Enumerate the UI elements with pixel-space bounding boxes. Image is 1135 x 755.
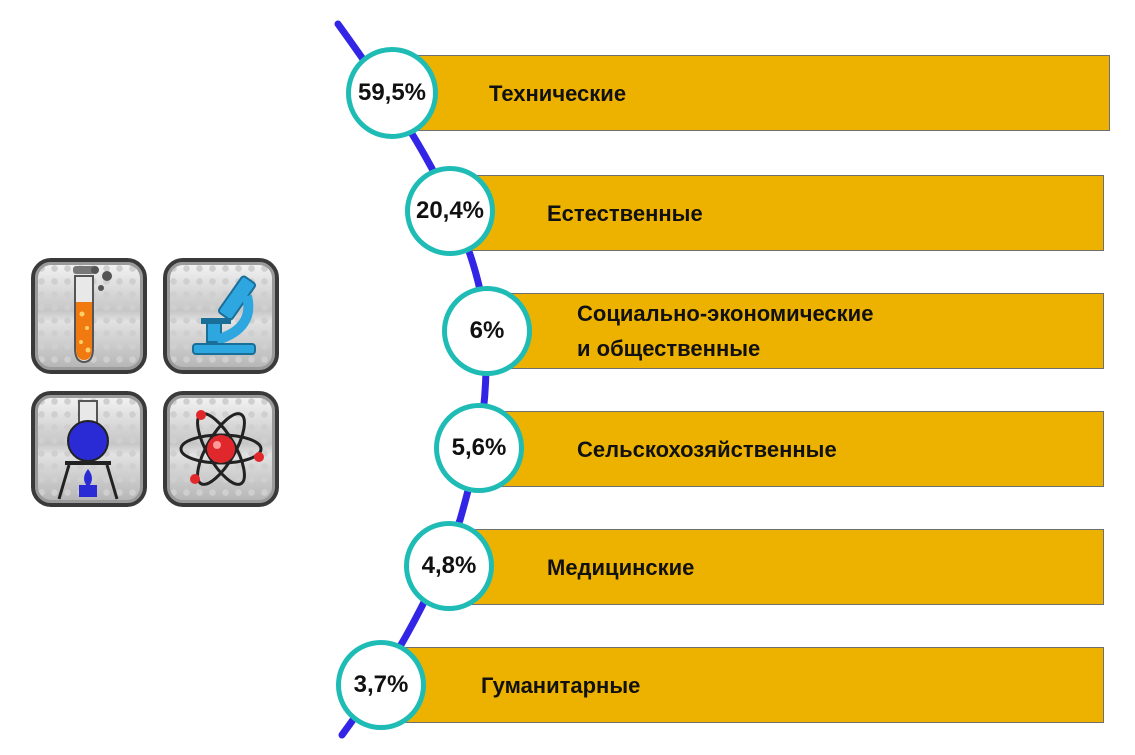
category-label: Социально-экономические и общественные	[577, 301, 874, 361]
percent-circle: 4,8%	[404, 521, 494, 611]
flask-burner-icon	[31, 391, 147, 507]
category-label: Естественные	[547, 200, 703, 226]
percent-circle: 20,4%	[405, 166, 495, 256]
microscope-icon	[163, 258, 279, 374]
category-label: Гуманитарные	[481, 672, 641, 698]
category-bar: Социально-экономические и общественные	[484, 293, 1104, 369]
category-bar: Гуманитарные	[380, 647, 1104, 723]
test-tube-icon	[31, 258, 147, 374]
category-bar: Технические	[388, 55, 1110, 131]
percent-circle: 5,6%	[434, 403, 524, 493]
category-label: Технические	[489, 80, 627, 106]
category-bar: Сельскохозяйственные	[476, 411, 1104, 487]
percent-circle: 3,7%	[336, 640, 426, 730]
percent-circle: 59,5%	[346, 47, 438, 139]
atom-icon	[163, 391, 279, 507]
percent-circle: 6%	[442, 286, 532, 376]
category-label: Медицинские	[547, 554, 695, 580]
category-bar: Естественные	[446, 175, 1104, 251]
category-bar: Медицинские	[446, 529, 1104, 605]
category-label: Сельскохозяйственные	[577, 436, 837, 462]
